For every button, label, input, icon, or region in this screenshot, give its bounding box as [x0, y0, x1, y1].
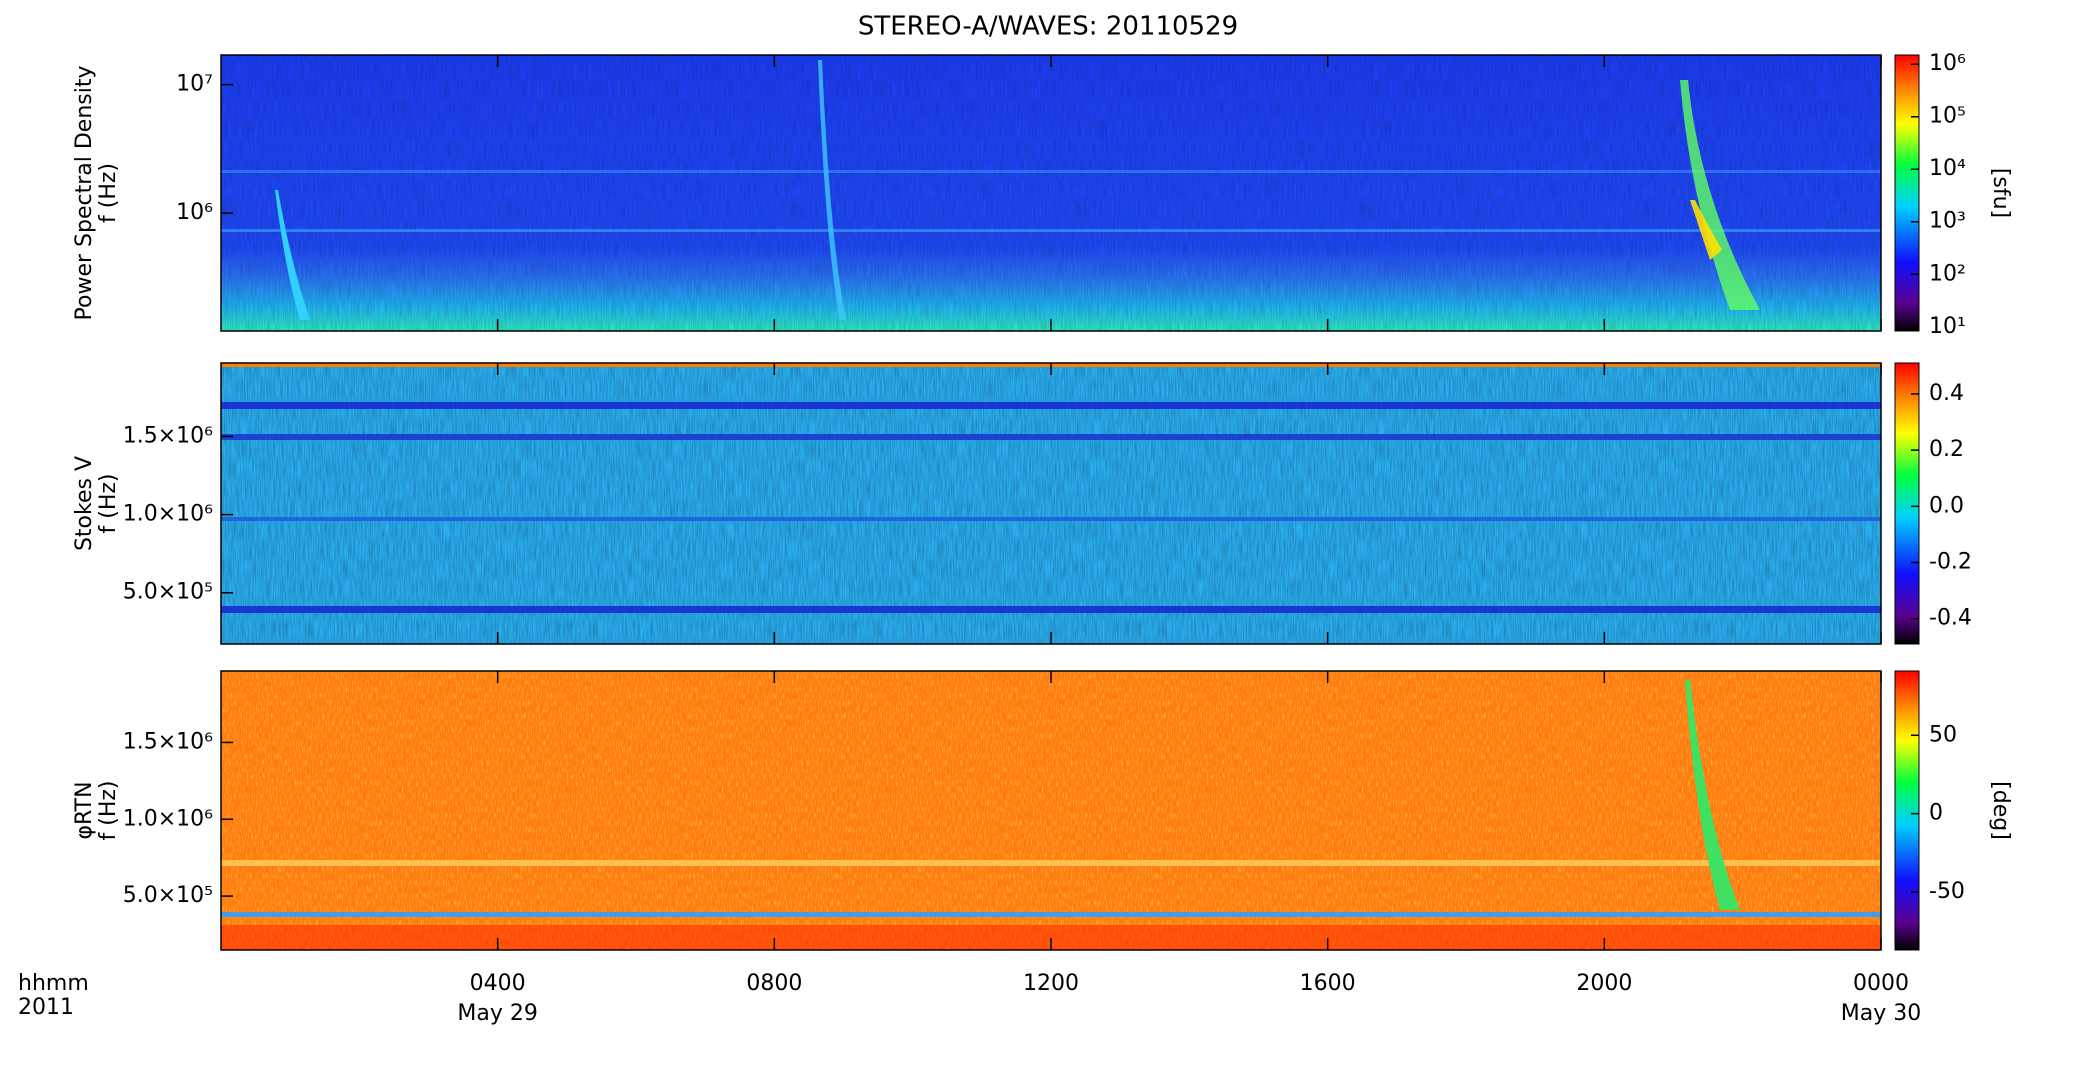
- y-tick-label: 5.0×10⁵: [123, 580, 213, 605]
- spectrogram-phi: [221, 671, 1881, 950]
- y-axis-label: f (Hz): [96, 474, 121, 534]
- colorbar: [1894, 670, 1920, 951]
- colorbar-tick-label: 10²: [1929, 261, 1966, 286]
- y-axis-label: f (Hz): [96, 781, 121, 841]
- chart-title: STEREO-A/WAVES: 20110529: [858, 12, 1238, 42]
- colorbar-tick-label: 10⁵: [1929, 104, 1966, 129]
- y-tick-label: 1.5×10⁶: [123, 423, 213, 448]
- colorbar-tick-label: 0.0: [1929, 493, 1964, 518]
- y-tick-label: 1.0×10⁶: [123, 502, 213, 527]
- y-tick-label: 1.0×10⁶: [123, 806, 213, 831]
- y-axis-label: φRTN: [72, 781, 97, 839]
- x-tick-label: 0800: [746, 971, 802, 996]
- y-tick-label: 10⁷: [176, 72, 213, 97]
- colorbar: [1894, 362, 1920, 645]
- colorbar-tick-label: 50: [1929, 722, 1957, 747]
- colorbar-tick-label: 0.2: [1929, 437, 1964, 462]
- y-tick-label: 1.5×10⁶: [123, 729, 213, 754]
- colorbar-label: [deg]: [1988, 781, 2013, 840]
- y-tick-label: 10⁶: [176, 200, 213, 225]
- colorbar-tick-label: 10⁴: [1929, 156, 1966, 181]
- colorbar-tick-label: -50: [1929, 879, 1965, 904]
- y-axis-label: Stokes V: [72, 456, 97, 551]
- colorbar-label: [sfu]: [1988, 168, 2013, 218]
- colorbar-tick-label: -0.2: [1929, 550, 1972, 575]
- colorbar: [1894, 54, 1920, 332]
- x-tick-label: 1600: [1300, 971, 1356, 996]
- colorbar-tick-label: -0.4: [1929, 606, 1972, 631]
- spectrogram-stokes-v: [221, 363, 1881, 644]
- y-axis-label: f (Hz): [96, 163, 121, 223]
- colorbar-tick-label: 0.4: [1929, 381, 1964, 406]
- y-tick-label: 5.0×10⁵: [123, 883, 213, 908]
- x-axis-label: hhmm: [18, 971, 89, 996]
- x-date-label: May 29: [457, 1001, 537, 1026]
- colorbar-tick-label: 10¹: [1929, 314, 1966, 339]
- x-date-label: May 30: [1841, 1001, 1921, 1026]
- year-label: 2011: [18, 995, 74, 1020]
- spectrogram-psd: [221, 55, 1881, 331]
- x-tick-label: 0400: [470, 971, 526, 996]
- x-tick-label: 0000: [1853, 971, 1909, 996]
- x-tick-label: 1200: [1023, 971, 1079, 996]
- colorbar-tick-label: 0: [1929, 801, 1943, 826]
- y-axis-label: Power Spectral Density: [72, 66, 97, 321]
- colorbar-tick-label: 10⁶: [1929, 51, 1966, 76]
- colorbar-tick-label: 10³: [1929, 209, 1966, 234]
- x-tick-label: 2000: [1576, 971, 1632, 996]
